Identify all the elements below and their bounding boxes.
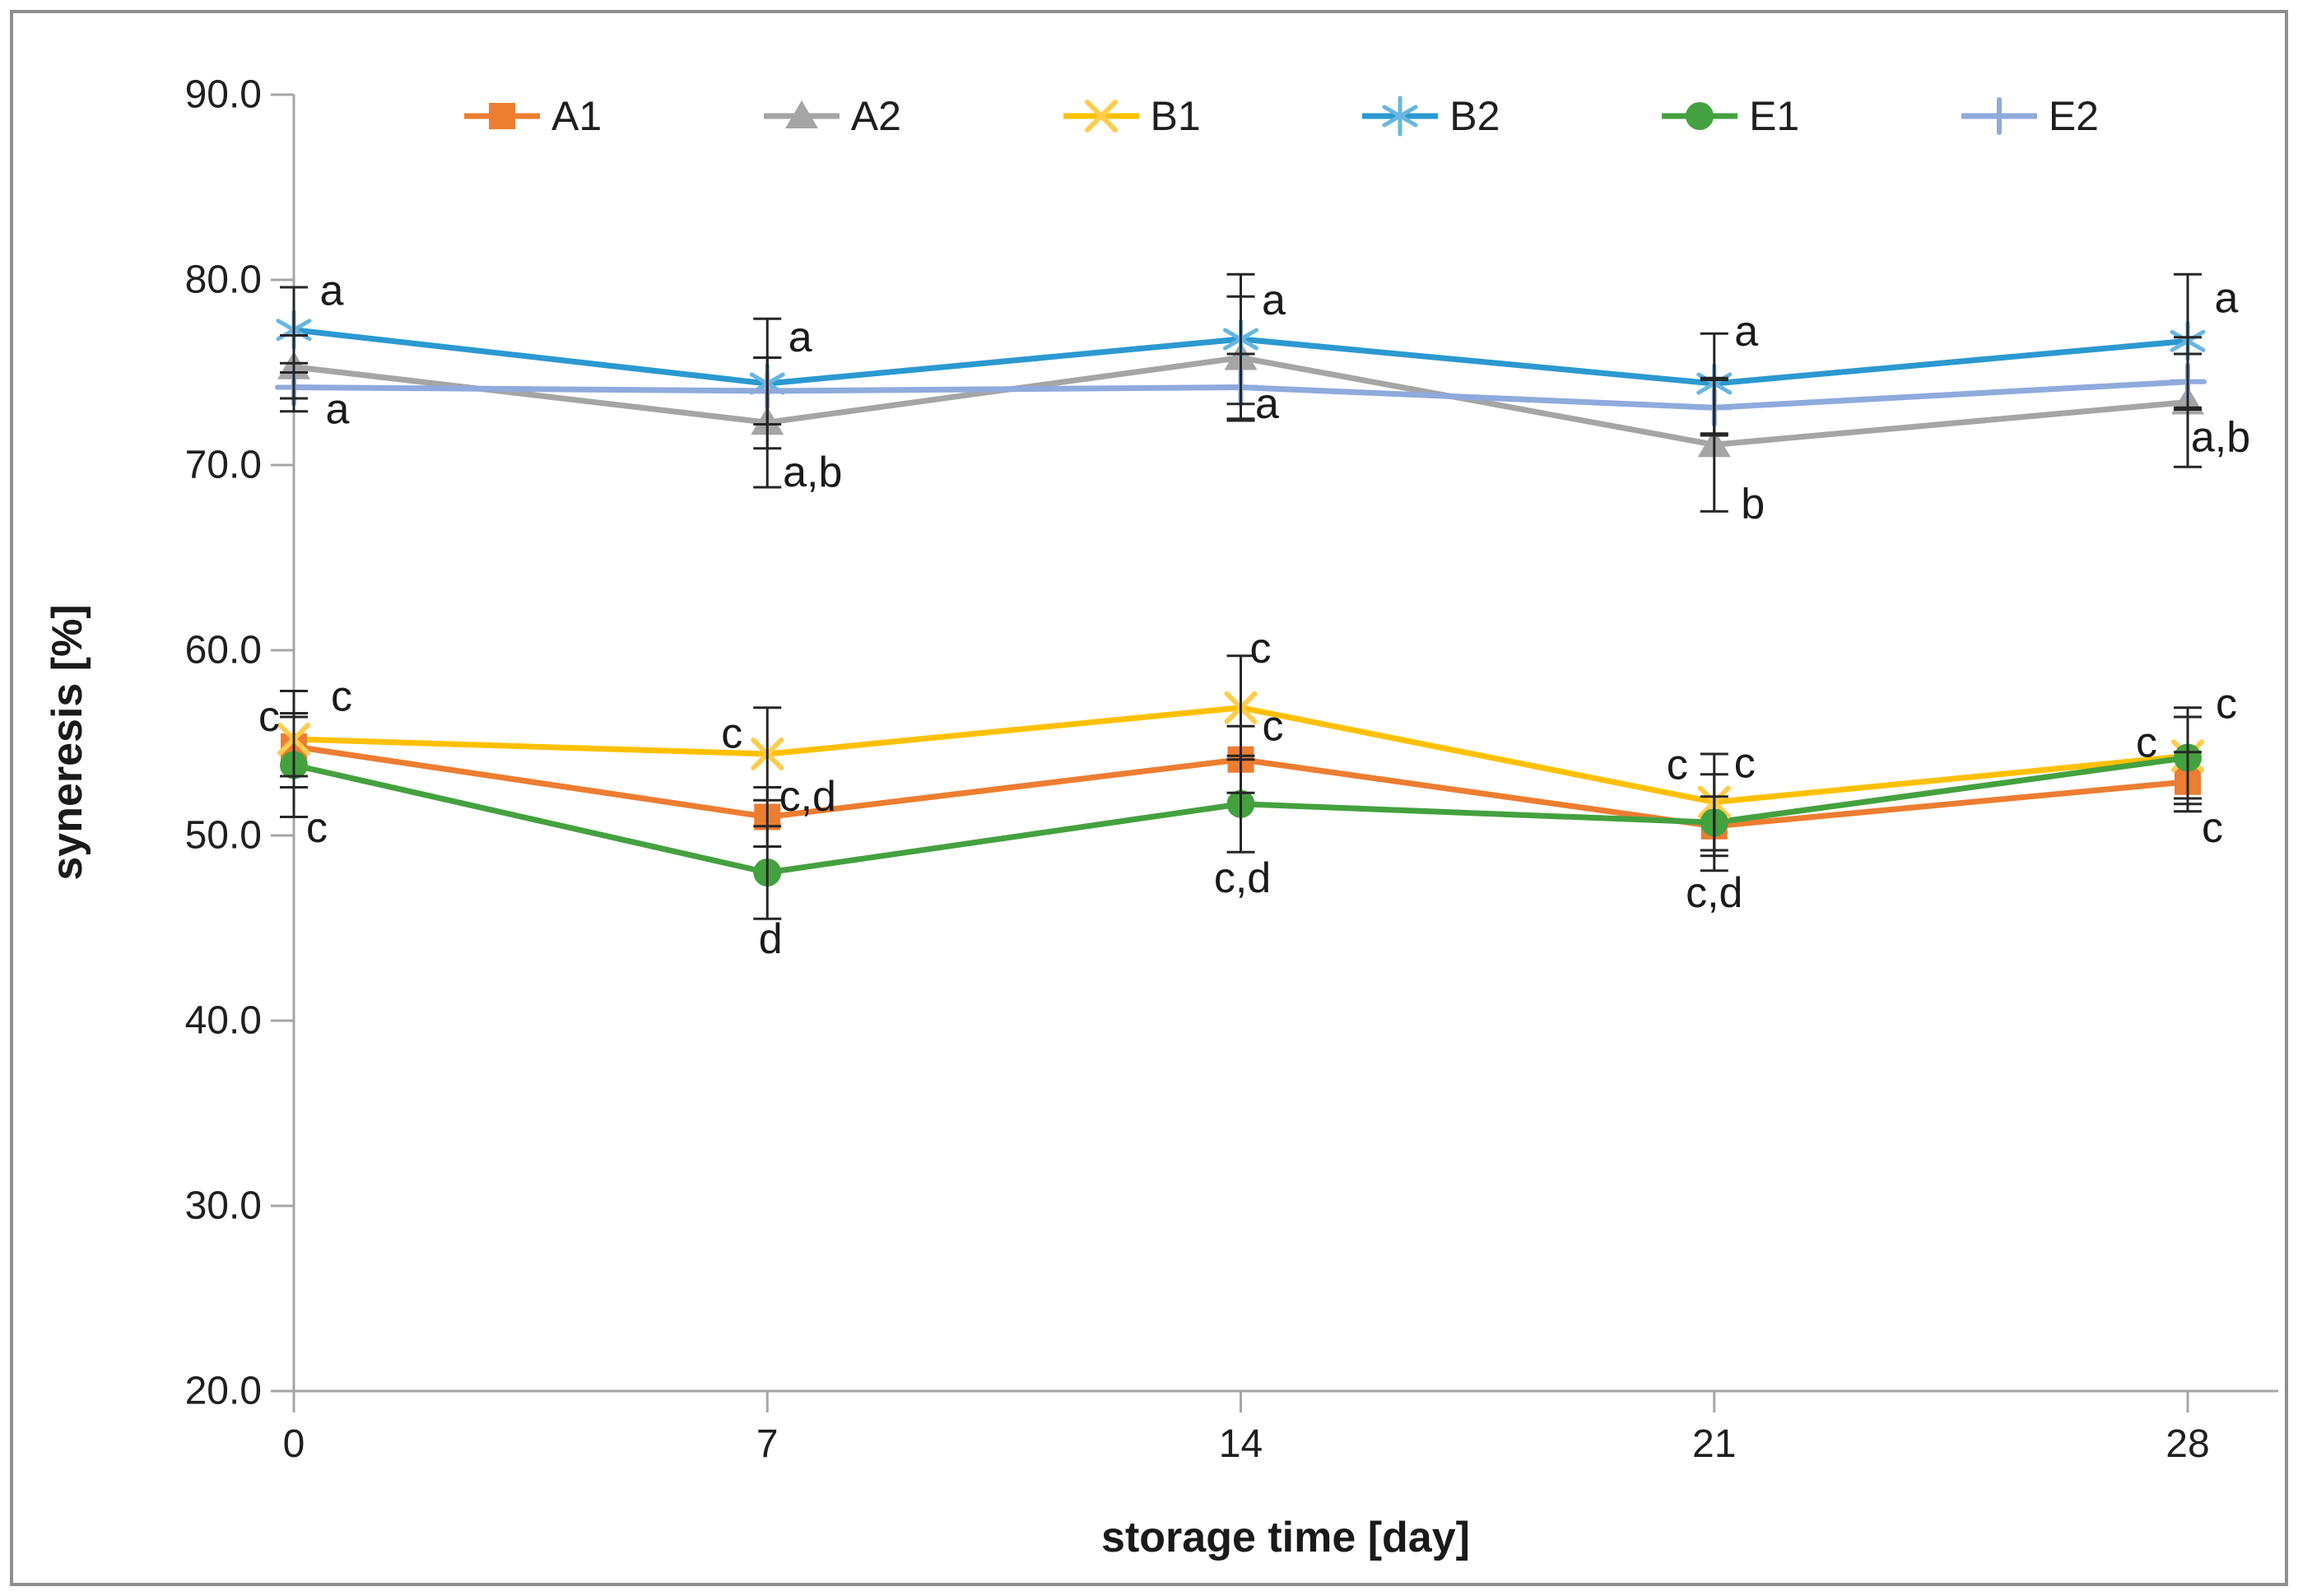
error-bar-E1-day7 — [753, 825, 782, 920]
legend-swatch-E1 — [1662, 102, 1738, 130]
x-tick-label: 7 — [756, 1422, 779, 1466]
x-axis-title: storage time [day] — [1101, 1514, 1470, 1561]
legend-marker-B2 — [1382, 95, 1418, 137]
legend-label-A2: A2 — [850, 93, 901, 139]
y-tick-label: 20.0 — [185, 1370, 262, 1413]
error-bar-B1-day7 — [753, 706, 782, 802]
legend-marker-B1 — [1084, 100, 1118, 133]
significance-letter: c — [2216, 680, 2237, 728]
legend-swatch-E2 — [1961, 97, 2037, 135]
error-bar-E2-day21 — [1700, 379, 1728, 437]
y-tick-label: 40.0 — [185, 999, 262, 1043]
significance-letter: c — [2136, 719, 2157, 767]
legend-item-A1: A1 — [461, 91, 602, 141]
chart-legend: A1 A2 B1 B2 E1 E2 — [461, 87, 2099, 145]
significance-letter: b — [1741, 480, 1765, 528]
significance-letter: c,d — [779, 773, 836, 821]
y-tick-label: 30.0 — [185, 1184, 262, 1228]
error-bar-E1-day0 — [280, 712, 308, 818]
legend-label-A1: A1 — [551, 93, 602, 139]
legend-item-A2: A2 — [761, 91, 901, 141]
legend-item-E2: E2 — [1958, 91, 2099, 141]
legend-swatch-A1 — [464, 103, 540, 129]
legend-swatch-B1 — [1063, 100, 1139, 133]
legend-swatch-B2 — [1362, 95, 1439, 137]
significance-letter: a,b — [783, 449, 842, 496]
error-bar-E2-day14 — [1226, 352, 1255, 422]
error-bar-E2-day28 — [2174, 352, 2202, 411]
significance-letter: a — [1734, 308, 1758, 356]
error-bar-E1-day21 — [1700, 773, 1728, 872]
significance-letter: c — [306, 804, 328, 852]
significance-letter: c — [1250, 625, 1272, 672]
legend-item-B1: B1 — [1060, 91, 1201, 141]
significance-letter: a — [326, 386, 350, 434]
significance-letter: a,b — [2191, 413, 2250, 461]
legend-item-E1: E1 — [1658, 91, 1799, 141]
legend-label-B1: B1 — [1150, 93, 1201, 139]
y-tick-label: 80.0 — [185, 258, 262, 302]
legend-swatch-A2 — [763, 100, 840, 128]
legend-item-B2: B2 — [1359, 91, 1500, 141]
y-axis-title: syneresis [%] — [44, 604, 91, 881]
legend-label-E2: E2 — [2048, 93, 2099, 139]
y-tick-label: 60.0 — [185, 629, 262, 672]
legend-marker-E1 — [1686, 102, 1714, 130]
significance-letter: c — [1667, 742, 1688, 789]
significance-letter: c — [258, 693, 280, 741]
legend-marker-A2 — [784, 100, 818, 128]
legend-label-E1: E1 — [1749, 93, 1800, 139]
significance-letter: c — [331, 672, 352, 720]
significance-letter: c — [2202, 804, 2223, 852]
significance-letter: a — [788, 314, 812, 361]
legend-label-B2: B2 — [1449, 93, 1500, 139]
significance-letter: a — [2215, 275, 2239, 323]
legend-marker-E2 — [1979, 97, 2018, 135]
x-tick-label: 0 — [283, 1422, 305, 1466]
significance-letter: c — [721, 710, 742, 757]
y-tick-label: 70.0 — [185, 444, 262, 487]
error-bar-E2-day0 — [280, 361, 308, 413]
x-tick-label: 21 — [1692, 1422, 1736, 1466]
plot-area — [294, 95, 2278, 1391]
y-tick-label: 50.0 — [185, 814, 262, 858]
significance-letter: d — [759, 915, 783, 963]
significance-letter: a — [1262, 277, 1286, 324]
significance-letter: c,d — [1214, 854, 1271, 902]
significance-letter: c — [1263, 702, 1284, 750]
significance-letter: a — [1255, 380, 1279, 428]
error-bar-E2-day7 — [753, 356, 782, 426]
x-tick-label: 14 — [1219, 1422, 1263, 1466]
error-bar-E1-day28 — [2174, 715, 2202, 800]
y-tick-label: 90.0 — [185, 73, 262, 117]
significance-letter: c — [1734, 739, 1756, 787]
error-bar-E1-day14 — [1226, 754, 1255, 854]
legend-marker-A1 — [489, 103, 515, 129]
x-tick-label: 28 — [2165, 1422, 2209, 1466]
significance-letter: a — [320, 268, 344, 315]
significance-letter: c,d — [1686, 869, 1742, 917]
